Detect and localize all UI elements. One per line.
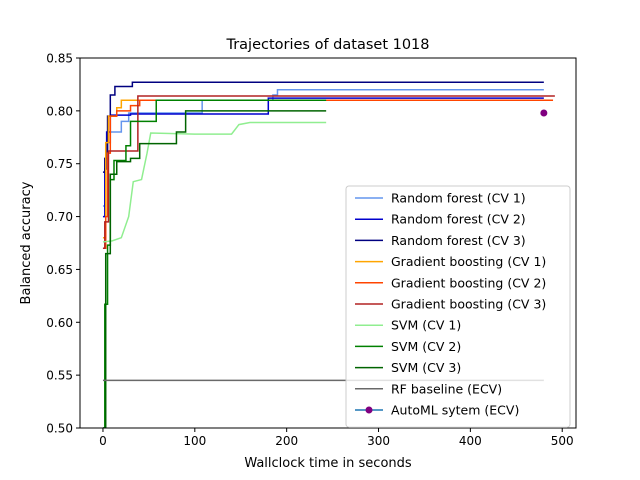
x-axis-label: Wallclock time in seconds (244, 456, 412, 471)
x-tick-label: 400 (459, 434, 482, 448)
series-line-svm-cv-1 (102, 121, 327, 243)
series-line-random-forest-cv-3 (102, 81, 544, 173)
chart-title: Trajectories of dataset 1018 (225, 37, 429, 53)
legend-label-svm-cv-2: SVM (CV 2) (391, 339, 461, 354)
y-tick-label: 0.55 (46, 369, 73, 383)
y-tick-label: 0.75 (46, 157, 73, 171)
legend-label-random-forest-cv-1: Random forest (CV 1) (391, 191, 526, 206)
series-line-svm-cv-2 (102, 99, 327, 428)
x-tick-label: 200 (275, 434, 298, 448)
series-line-gradient-boosting-cv-3 (102, 95, 555, 250)
legend-label-gradient-boosting-cv-1: Gradient boosting (CV 1) (391, 254, 546, 269)
x-tick-label: 500 (551, 434, 574, 448)
y-tick-label: 0.50 (46, 422, 73, 436)
y-axis-label: Balanced accuracy (19, 181, 34, 304)
x-tick-label: 0 (99, 434, 107, 448)
axis-ticks: 0 100 200 300 400 500 0.50 0.55 0.60 0.65 0.70 0.75… (46, 52, 573, 449)
marker-automl-sytem-ecv (540, 109, 548, 117)
legend-label-gradient-boosting-cv-3: Gradient boosting (CV 3) (391, 297, 546, 312)
x-tick-label: 100 (183, 434, 206, 448)
series-line-svm-cv-3 (102, 110, 327, 428)
legend: Random forest (CV 1) Random forest (CV 2)… (345, 185, 571, 428)
legend-label-rf-baseline-ecv: RF baseline (ECV) (391, 381, 502, 396)
y-tick-label: 0.80 (46, 104, 73, 118)
legend-label-svm-cv-1: SVM (CV 1) (391, 318, 461, 333)
y-tick-label: 0.85 (46, 52, 73, 66)
y-tick-label: 0.70 (46, 210, 73, 224)
legend-label-random-forest-cv-2: Random forest (CV 2) (391, 212, 526, 227)
axes-frame (79, 57, 577, 429)
legend-marker-automl-sytem-ecv (365, 406, 373, 414)
legend-label-svm-cv-3: SVM (CV 3) (391, 360, 461, 375)
y-tick-label: 0.60 (46, 316, 73, 330)
legend-box (345, 185, 571, 428)
y-tick-label: 0.65 (46, 263, 73, 277)
legend-label-gradient-boosting-cv-2: Gradient boosting (CV 2) (391, 275, 546, 290)
legend-label-automl-sytem-ecv: AutoML sytem (ECV) (391, 403, 519, 418)
legend-label-random-forest-cv-3: Random forest (CV 3) (391, 233, 526, 248)
x-tick-label: 300 (367, 434, 390, 448)
